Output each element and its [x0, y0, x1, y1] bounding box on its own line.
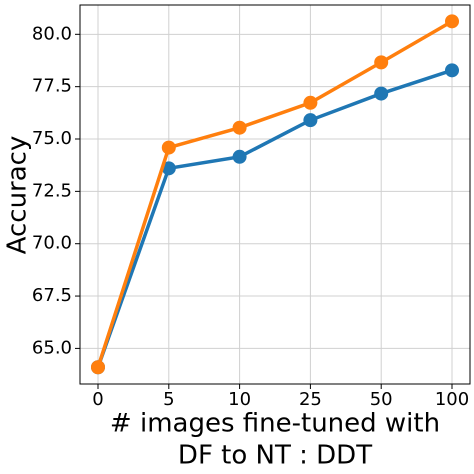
y-tick-label: 67.5: [32, 285, 72, 306]
x-tick-label: 25: [299, 389, 322, 410]
series-line: [96, 19, 453, 368]
plot-frame: [79, 4, 471, 385]
data-point: [303, 95, 318, 110]
y-tick-label: 75.0: [32, 128, 72, 149]
x-tick-label: 5: [163, 389, 174, 410]
x-tick-label: 10: [228, 389, 251, 410]
x-axis-label: DF to NT : DDT: [178, 441, 372, 471]
y-tick-label: 70.0: [32, 233, 72, 254]
y-tick-label: 65.0: [32, 337, 72, 358]
data-point: [91, 360, 105, 375]
x-tick-label: 100: [435, 389, 469, 410]
data-point: [161, 140, 176, 155]
y-tick-label: 72.5: [32, 180, 72, 201]
x-axis-label: # images fine-tuned with: [110, 409, 440, 439]
data-point: [445, 63, 459, 78]
data-point: [161, 161, 176, 176]
data-point: [374, 55, 389, 70]
series-line: [96, 68, 453, 368]
data-point: [232, 120, 247, 135]
y-tick-label: 77.5: [32, 76, 72, 97]
data-point: [303, 113, 318, 128]
data-point: [445, 14, 459, 29]
x-tick-label: 0: [92, 389, 103, 410]
data-point: [232, 149, 247, 164]
data-point: [374, 86, 389, 101]
y-axis-label: Accuracy: [3, 136, 33, 255]
y-tick-label: 80.0: [32, 23, 72, 44]
x-tick-label: 50: [370, 389, 393, 410]
